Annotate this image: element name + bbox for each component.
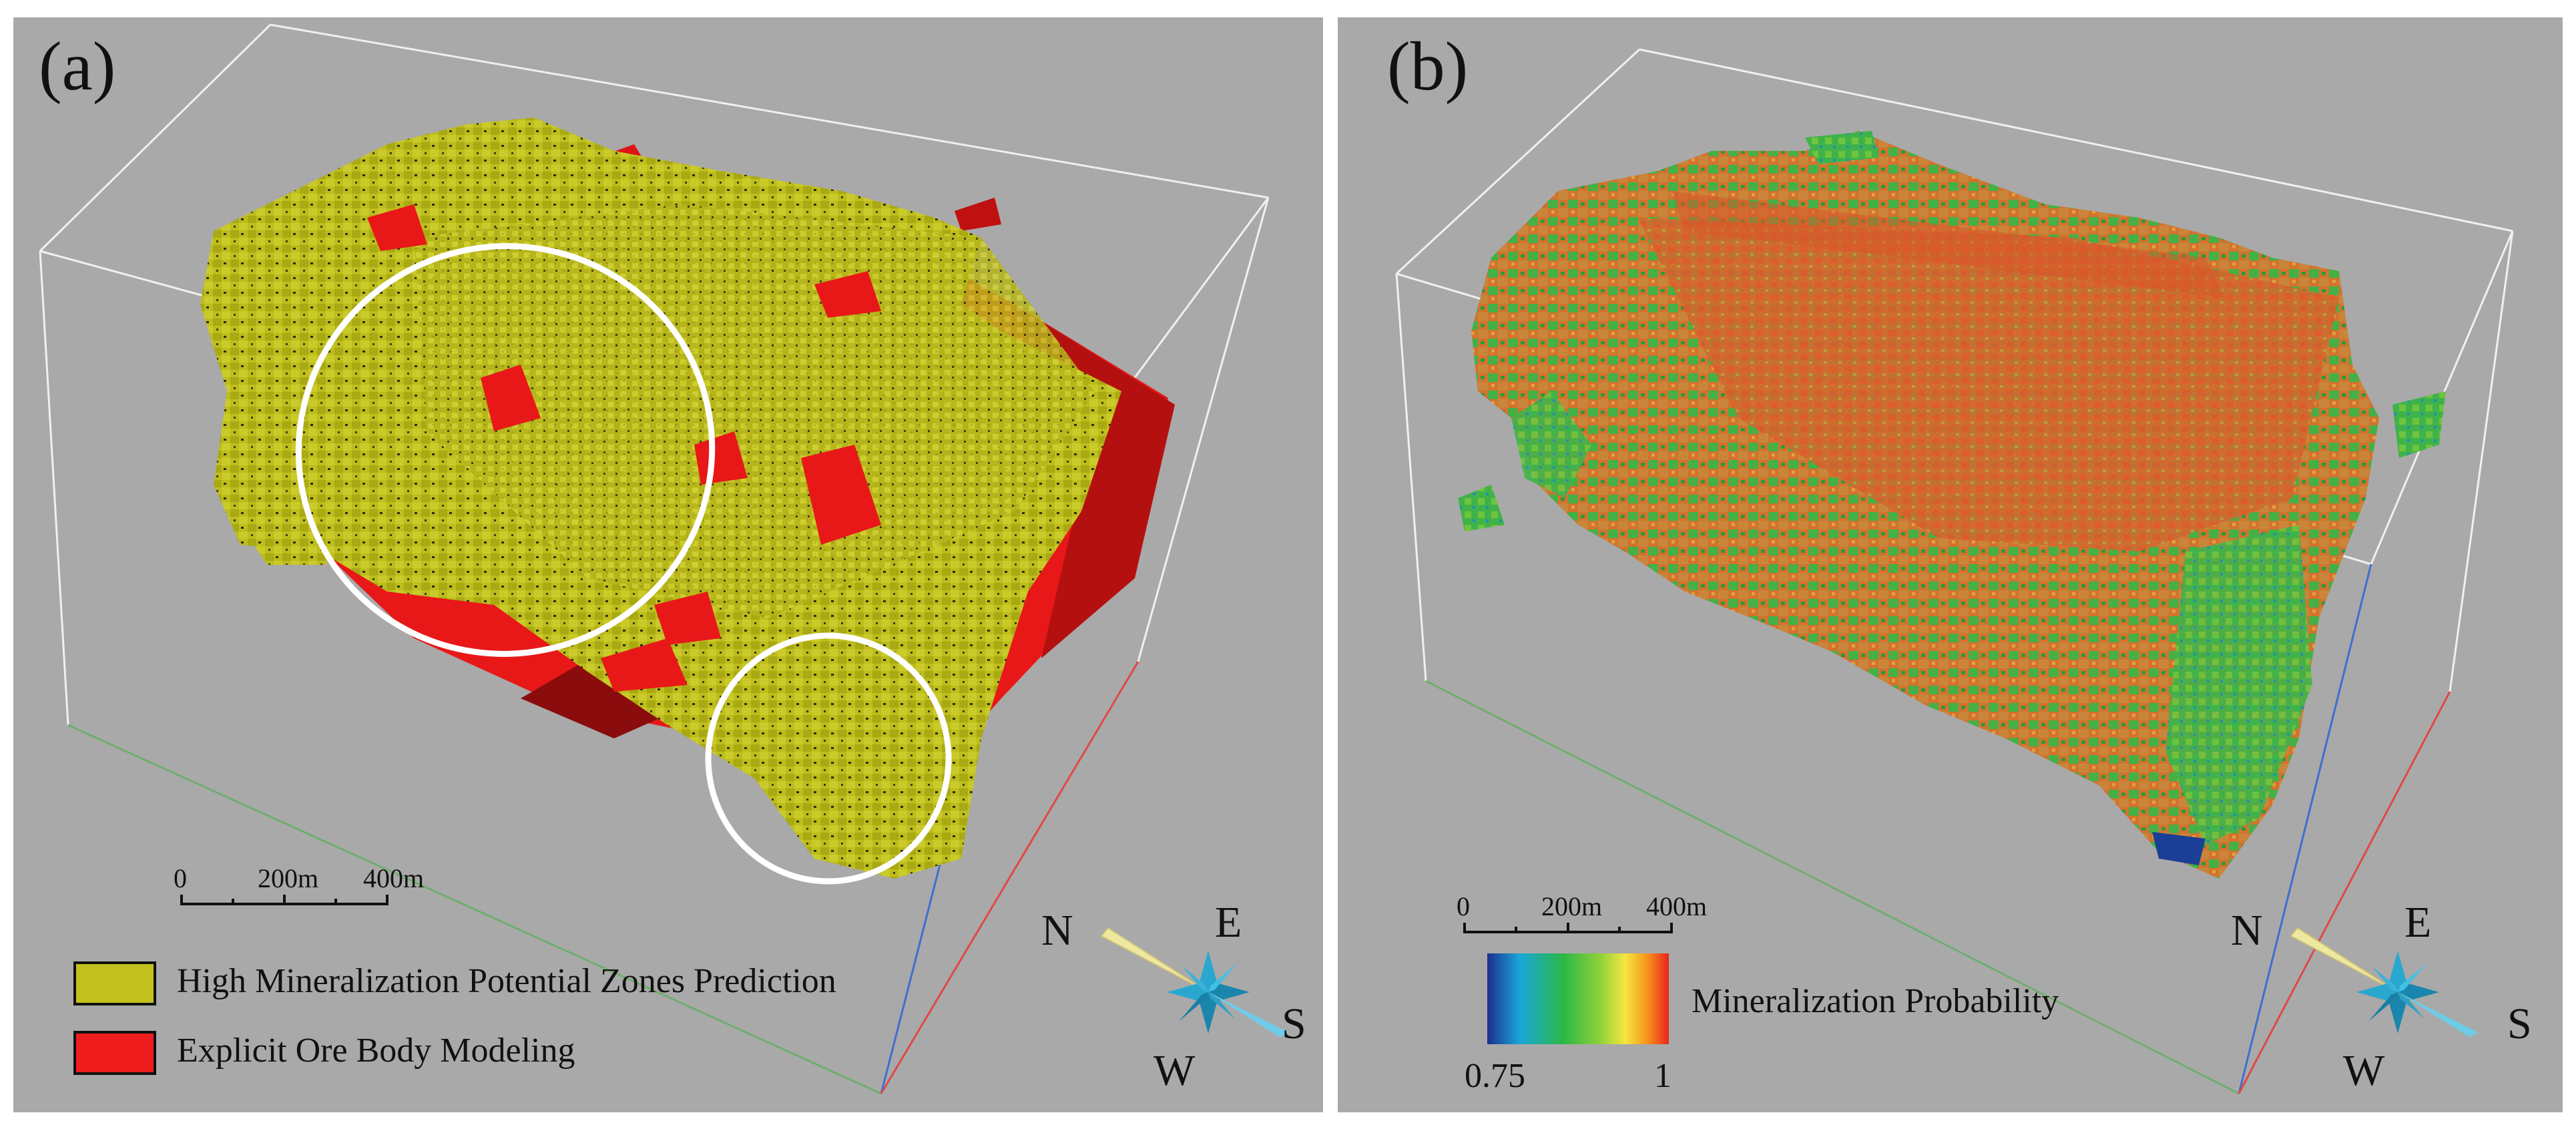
potential-zones-yellow	[200, 118, 1121, 879]
scale-tick-400m-b: 400m	[1646, 891, 1708, 921]
scale-tick-0-b: 0	[1457, 891, 1470, 921]
colorbar-title: Mineralization Probability	[1692, 982, 2059, 1020]
probability-voxel-body	[1458, 131, 2446, 879]
legend-label-potential: High Mineralization Potential Zones Pred…	[177, 962, 836, 1000]
panel-label-a: (a)	[39, 28, 116, 105]
scale-tick-200m-b: 200m	[1541, 891, 1603, 921]
compass-east-label-a: E	[1215, 898, 1242, 947]
compass-north-label-b: N	[2231, 906, 2263, 955]
panel-b: (b) 0 200m 400m Mineralization Probabili…	[1338, 17, 2563, 1112]
colorbar-min-label: 0.75	[1465, 1057, 1525, 1095]
colorbar-gradient	[1487, 953, 1669, 1044]
legend-label-ore-body: Explicit Ore Body Modeling	[177, 1032, 575, 1070]
compass-rose-b	[2290, 927, 2478, 1038]
compass-south-label-a: S	[1282, 999, 1306, 1048]
scale-tick-400m: 400m	[363, 863, 425, 893]
compass-rose-a	[1100, 927, 1288, 1038]
legend-swatch-potential	[73, 961, 156, 1005]
compass-north-label-a: N	[1041, 906, 1073, 955]
colorbar-max-label: 1	[1654, 1057, 1671, 1095]
legend-swatch-ore-body	[73, 1031, 156, 1075]
compass-south-label-b: S	[2507, 999, 2532, 1048]
scale-tick-200m: 200m	[258, 863, 319, 893]
scale-bar-a	[180, 895, 389, 905]
scale-tick-0: 0	[174, 863, 187, 893]
highlight-circles	[295, 243, 952, 885]
scale-bar-b	[1463, 923, 1673, 933]
compass-west-label-b: W	[2343, 1046, 2385, 1095]
panel-b-graphic	[1395, 48, 2514, 1095]
panel-label-b: (b)	[1387, 28, 1469, 105]
panel-a: (a) 0 200m 400m High Mineralization Pote…	[13, 17, 1323, 1112]
panel-a-graphic	[39, 23, 1288, 1095]
compass-east-label-b: E	[2404, 898, 2432, 947]
compass-west-label-a: W	[1153, 1046, 1196, 1095]
